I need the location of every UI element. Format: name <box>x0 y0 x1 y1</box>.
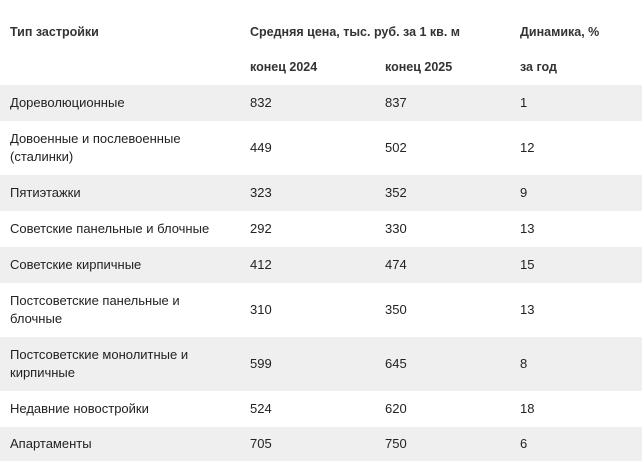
subheader-cell: конец 2024 <box>250 60 318 74</box>
value-cell: 1 <box>510 85 642 121</box>
type-text: Недавние новостройки <box>10 401 149 416</box>
type-cell: Пятиэтажки <box>0 175 240 211</box>
value-text: 474 <box>385 257 407 272</box>
table-row: Советские панельные и блочные 292 330 13 <box>0 211 642 247</box>
value-cell: 449 <box>240 121 375 175</box>
value-text: 15 <box>520 257 535 272</box>
value-text: 352 <box>385 185 407 200</box>
value-text: 8 <box>520 356 528 371</box>
value-text: 350 <box>385 302 407 317</box>
header-row: Тип застройки Средняя цена, тыс. руб. за… <box>0 0 642 49</box>
value-text: 502 <box>385 140 407 155</box>
value-cell: 620 <box>375 391 510 427</box>
type-cell: Постсоветские монолитные и кирпичные <box>0 337 240 391</box>
value-text: 837 <box>385 95 407 110</box>
value-text: 832 <box>250 95 272 110</box>
value-cell: 12 <box>510 121 642 175</box>
value-text: 620 <box>385 401 407 416</box>
value-cell: 474 <box>375 247 510 283</box>
type-text: Довоенные и послевоенные (сталинки) <box>10 131 181 164</box>
value-text: 13 <box>520 302 535 317</box>
value-cell: 705 <box>240 427 375 461</box>
subheader-cell: конец 2025 <box>385 60 453 74</box>
table-row: Довоенные и послевоенные (сталинки) 449 50… <box>0 121 642 175</box>
type-text: Апартаменты <box>10 436 92 451</box>
value-cell: 832 <box>240 85 375 121</box>
value-text: 412 <box>250 257 272 272</box>
value-text: 6 <box>520 436 528 451</box>
value-cell: 599 <box>240 337 375 391</box>
type-cell: Постсоветские панельные и блочные <box>0 283 240 337</box>
value-text: 599 <box>250 356 272 371</box>
table-row: Апартаменты 705 750 6 <box>0 427 642 461</box>
value-text: 449 <box>250 140 272 155</box>
value-text: 292 <box>250 221 272 236</box>
type-text: Пятиэтажки <box>10 185 81 200</box>
value-cell: 350 <box>375 283 510 337</box>
value-cell: 412 <box>240 247 375 283</box>
value-cell: 750 <box>375 427 510 461</box>
subheader-cell: за год <box>520 60 557 74</box>
header-cell: Тип застройки <box>10 25 99 39</box>
value-cell: 18 <box>510 391 642 427</box>
type-text: Постсоветские монолитные и кирпичные <box>10 347 189 380</box>
type-text: Постсоветские панельные и блочные <box>10 293 180 326</box>
value-text: 310 <box>250 302 272 317</box>
value-cell: 524 <box>240 391 375 427</box>
table-row: Пятиэтажки 323 352 9 <box>0 175 642 211</box>
header-cell <box>0 49 240 85</box>
type-cell: Апартаменты <box>0 427 240 461</box>
header-cell: Динамика, % <box>520 25 600 39</box>
value-text: 524 <box>250 401 272 416</box>
type-text: Дореволюционные <box>10 95 125 110</box>
value-cell: 310 <box>240 283 375 337</box>
value-cell: 13 <box>510 211 642 247</box>
table-row: Недавние новостройки 524 620 18 <box>0 391 642 427</box>
type-cell: Недавние новостройки <box>0 391 240 427</box>
table-row: Дореволюционные 832 837 1 <box>0 85 642 121</box>
value-text: 12 <box>520 140 535 155</box>
type-cell: Советские панельные и блочные <box>0 211 240 247</box>
value-cell: 645 <box>375 337 510 391</box>
value-cell: 6 <box>510 427 642 461</box>
subheader-row: конец 2024 конец 2025 за год <box>0 49 642 85</box>
value-text: 705 <box>250 436 272 451</box>
value-text: 9 <box>520 185 528 200</box>
type-text: Советские панельные и блочные <box>10 221 210 236</box>
table-row: Советские кирпичные 412 474 15 <box>0 247 642 283</box>
table-row: Постсоветские панельные и блочные 310 350 1… <box>0 283 642 337</box>
value-text: 18 <box>520 401 535 416</box>
value-cell: 8 <box>510 337 642 391</box>
header-cell: Средняя цена, тыс. руб. за 1 кв. м <box>250 25 461 39</box>
type-cell: Дореволюционные <box>0 85 240 121</box>
value-cell: 330 <box>375 211 510 247</box>
value-text: 323 <box>250 185 272 200</box>
type-cell: Довоенные и послевоенные (сталинки) <box>0 121 240 175</box>
type-cell: Советские кирпичные <box>0 247 240 283</box>
value-cell: 9 <box>510 175 642 211</box>
value-text: 330 <box>385 221 407 236</box>
value-text: 750 <box>385 436 407 451</box>
value-text: 1 <box>520 95 528 110</box>
value-cell: 837 <box>375 85 510 121</box>
value-cell: 352 <box>375 175 510 211</box>
value-cell: 13 <box>510 283 642 337</box>
value-cell: 323 <box>240 175 375 211</box>
value-text: 13 <box>520 221 535 236</box>
value-text: 645 <box>385 356 407 371</box>
value-cell: 502 <box>375 121 510 175</box>
value-cell: 15 <box>510 247 642 283</box>
table-row: Постсоветские монолитные и кирпичные 599 6… <box>0 337 642 391</box>
value-cell: 292 <box>240 211 375 247</box>
type-text: Советские кирпичные <box>10 257 142 272</box>
